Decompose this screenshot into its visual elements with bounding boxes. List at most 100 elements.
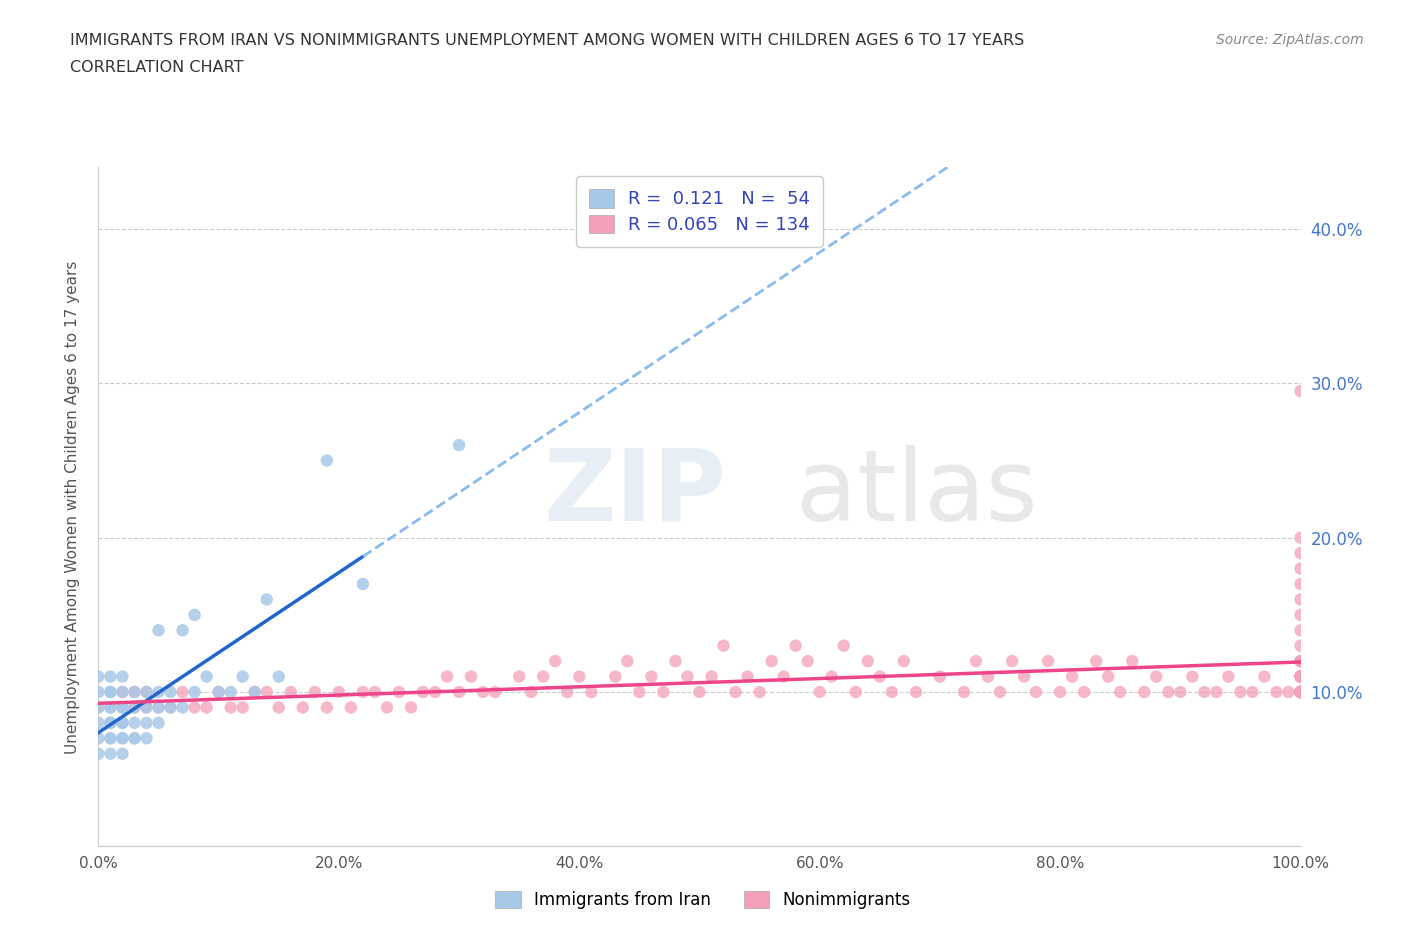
Point	[1012, 670, 1035, 684]
Point	[100, 670, 122, 684]
Point	[399, 700, 422, 715]
Point	[832, 638, 855, 653]
Point	[100, 684, 122, 699]
Point	[1289, 684, 1312, 699]
Point	[1157, 684, 1180, 699]
Point	[364, 684, 387, 699]
Point	[1289, 670, 1312, 684]
Point	[977, 670, 1000, 684]
Point	[111, 715, 134, 730]
Point	[148, 700, 170, 715]
Point	[1289, 684, 1312, 699]
Point	[1289, 670, 1312, 684]
Point	[148, 700, 170, 715]
Point	[1289, 607, 1312, 622]
Point	[135, 715, 157, 730]
Point	[1289, 684, 1312, 699]
Point	[796, 654, 818, 669]
Point	[124, 731, 146, 746]
Point	[772, 670, 794, 684]
Point	[111, 715, 134, 730]
Point	[676, 670, 699, 684]
Point	[1097, 670, 1119, 684]
Point	[1289, 592, 1312, 607]
Point	[267, 700, 290, 715]
Point	[748, 684, 770, 699]
Point	[1170, 684, 1192, 699]
Point	[1289, 670, 1312, 684]
Point	[1241, 684, 1264, 699]
Point	[111, 731, 134, 746]
Point	[1289, 684, 1312, 699]
Point	[291, 700, 314, 715]
Point	[100, 731, 122, 746]
Point	[111, 700, 134, 715]
Point	[1289, 670, 1312, 684]
Point	[724, 684, 747, 699]
Point	[1062, 670, 1084, 684]
Point	[87, 700, 110, 715]
Point	[652, 684, 675, 699]
Text: IMMIGRANTS FROM IRAN VS NONIMMIGRANTS UNEMPLOYMENT AMONG WOMEN WITH CHILDREN AGE: IMMIGRANTS FROM IRAN VS NONIMMIGRANTS UN…	[70, 33, 1025, 47]
Point	[1109, 684, 1132, 699]
Point	[124, 684, 146, 699]
Point	[700, 670, 723, 684]
Point	[87, 731, 110, 746]
Point	[1289, 623, 1312, 638]
Point	[87, 670, 110, 684]
Point	[183, 700, 205, 715]
Point	[1253, 670, 1275, 684]
Point	[135, 731, 157, 746]
Point	[928, 670, 950, 684]
Point	[460, 670, 482, 684]
Point	[315, 700, 337, 715]
Point	[280, 684, 302, 699]
Point	[135, 684, 157, 699]
Point	[1289, 684, 1312, 699]
Text: ZIP: ZIP	[543, 445, 725, 542]
Point	[412, 684, 434, 699]
Point	[243, 684, 266, 699]
Point	[581, 684, 603, 699]
Point	[1229, 684, 1251, 699]
Point	[953, 684, 976, 699]
Point	[124, 715, 146, 730]
Text: Source: ZipAtlas.com: Source: ZipAtlas.com	[1216, 33, 1364, 46]
Point	[1289, 546, 1312, 561]
Point	[232, 700, 254, 715]
Point	[148, 684, 170, 699]
Point	[965, 654, 987, 669]
Point	[616, 654, 638, 669]
Point	[87, 684, 110, 699]
Point	[1289, 684, 1312, 699]
Point	[256, 684, 278, 699]
Point	[111, 700, 134, 715]
Point	[1289, 684, 1312, 699]
Point	[172, 700, 194, 715]
Point	[544, 654, 567, 669]
Point	[243, 684, 266, 699]
Point	[472, 684, 495, 699]
Point	[845, 684, 868, 699]
Point	[1289, 684, 1312, 699]
Point	[1049, 684, 1071, 699]
Point	[737, 670, 759, 684]
Point	[436, 670, 458, 684]
Point	[1289, 670, 1312, 684]
Point	[111, 684, 134, 699]
Point	[1289, 684, 1312, 699]
Point	[159, 700, 181, 715]
Point	[100, 715, 122, 730]
Point	[100, 684, 122, 699]
Point	[1205, 684, 1227, 699]
Point	[87, 746, 110, 761]
Point	[447, 684, 470, 699]
Point	[904, 684, 927, 699]
Point	[821, 670, 844, 684]
Point	[87, 700, 110, 715]
Point	[1289, 638, 1312, 653]
Point	[111, 684, 134, 699]
Point	[893, 654, 915, 669]
Point	[1085, 654, 1108, 669]
Point	[640, 670, 662, 684]
